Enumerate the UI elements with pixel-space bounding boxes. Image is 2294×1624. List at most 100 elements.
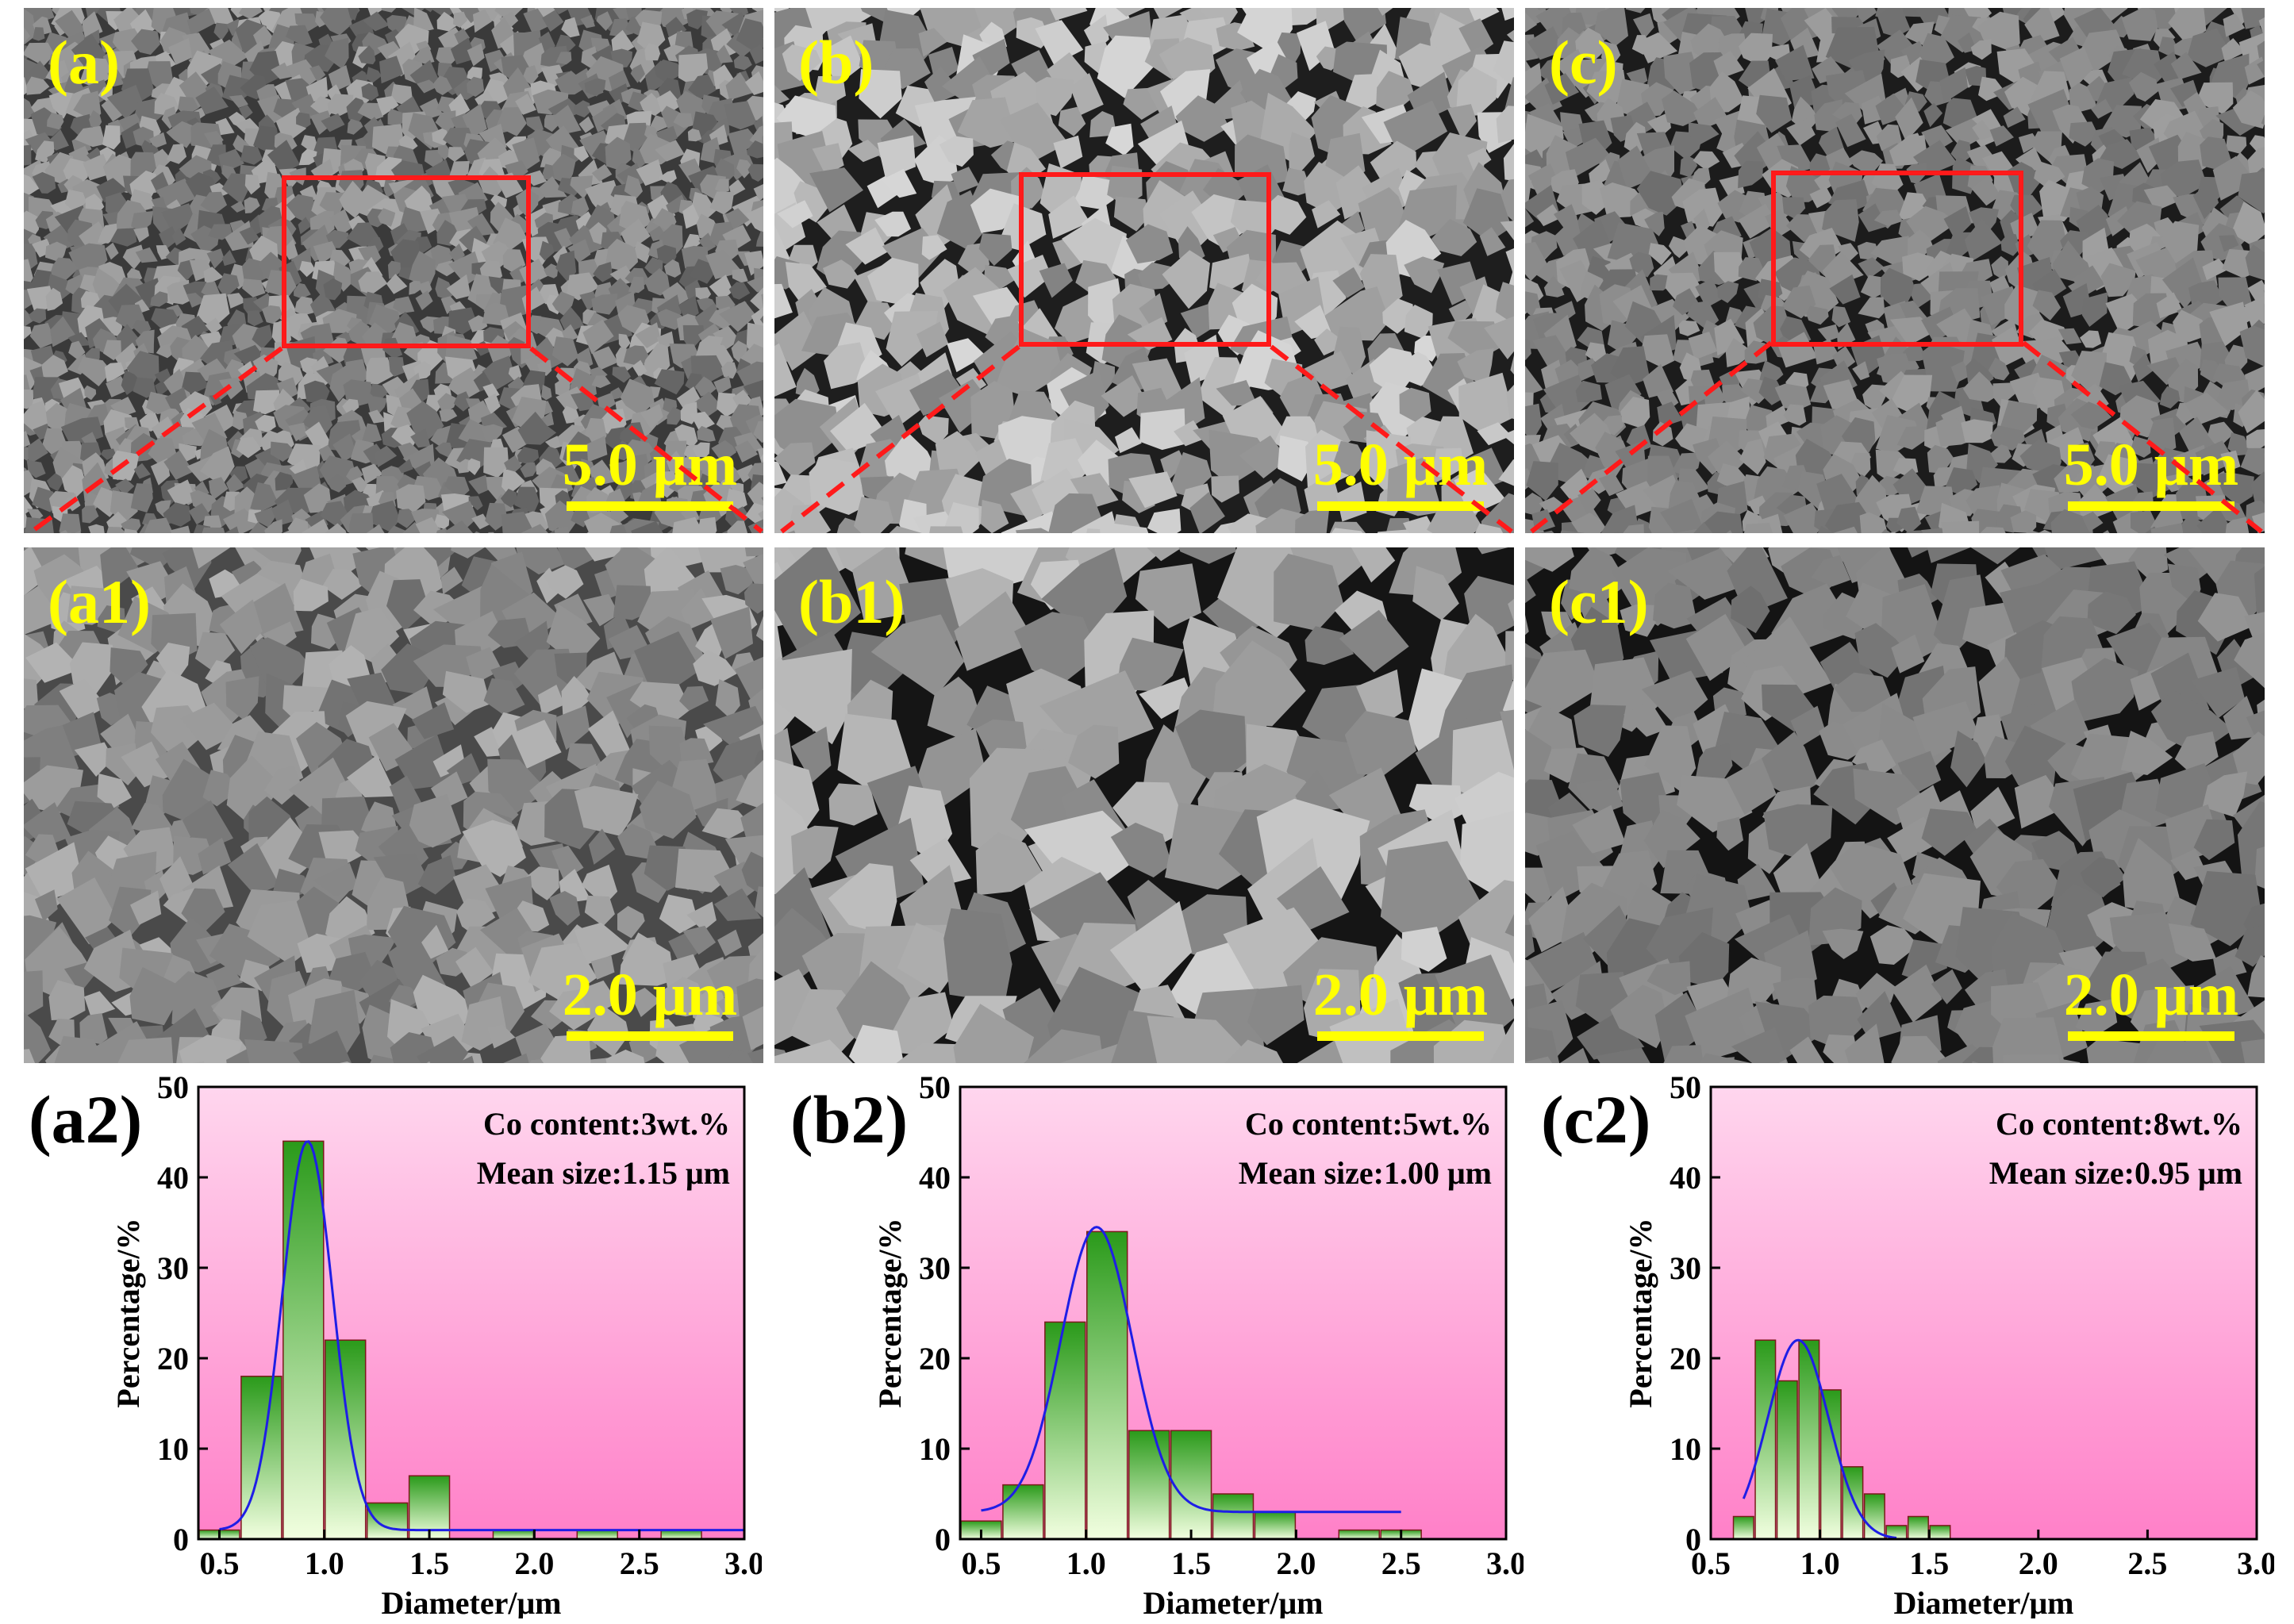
y-tick-label: 20 — [919, 1341, 951, 1376]
bar — [576, 1529, 618, 1540]
annotation: Co content:3wt.% — [483, 1106, 730, 1142]
scale-bar-c: 5.0 μm — [2060, 435, 2242, 511]
histogram-a2: 0 10 20 30 40 50 0.5 1.0 1.5 2.0 2.5 3.0 Diameter/μm… — [95, 1069, 764, 1621]
bar — [408, 1475, 451, 1540]
annotation: Mean size:0.95 μm — [1989, 1155, 2242, 1191]
bar — [1002, 1484, 1044, 1540]
x-tick-label: 2.5 — [2127, 1545, 2167, 1581]
scale-label-b: 5.0 μm — [1312, 432, 1489, 498]
bar — [1907, 1515, 1929, 1540]
plot-frame — [1709, 1085, 2258, 1541]
bar — [1819, 1389, 1842, 1540]
y-tick-label: 0 — [173, 1522, 189, 1557]
bar — [1086, 1230, 1128, 1540]
y-tick-label: 10 — [919, 1431, 951, 1467]
x-tick-label: 1.5 — [1171, 1545, 1211, 1581]
chart-label-a2: (a2) — [29, 1081, 143, 1158]
bar — [1338, 1529, 1380, 1540]
scale-line-b1 — [1317, 1031, 1484, 1041]
panel-label-a: (a) — [48, 28, 120, 97]
y-tick-label: 50 — [157, 1071, 189, 1105]
y-axis-label: Percentage/% — [1623, 1218, 1658, 1407]
x-tick-label: 1.0 — [1066, 1545, 1106, 1581]
bar — [325, 1339, 367, 1540]
x-tick-label: 1.5 — [1909, 1545, 1949, 1581]
bar — [1754, 1339, 1777, 1540]
bar — [660, 1529, 702, 1540]
x-tick-label: 0.5 — [1691, 1545, 1731, 1581]
y-tick-label: 30 — [157, 1250, 189, 1286]
chart-label-b2: (b2) — [790, 1081, 909, 1158]
micrograph-a: (a) 5.0 μm — [24, 8, 763, 533]
bar — [1212, 1493, 1255, 1540]
micrograph-b: (b) 5.0 μm — [774, 8, 1514, 533]
bar — [282, 1140, 325, 1540]
scale-bar-a1: 2.0 μm — [559, 965, 741, 1041]
fit-curve — [981, 1226, 1401, 1514]
y-tick-label: 40 — [157, 1160, 189, 1196]
grain-texture-c1 — [1525, 547, 2265, 1063]
panel-label-b: (b) — [798, 28, 874, 97]
annotation: Co content:5wt.% — [1245, 1106, 1492, 1142]
bar — [1732, 1515, 1754, 1540]
annotation: Mean size:1.15 μm — [477, 1155, 730, 1191]
y-tick-label: 20 — [157, 1341, 189, 1376]
micrograph-a1: (a1) 2.0 μm — [24, 547, 763, 1063]
scale-bar-a: 5.0 μm — [559, 435, 741, 511]
histogram-svg-b2: 0 10 20 30 40 50 0.5 1.0 1.5 2.0 2.5 3.0 Diameter/μm… — [872, 1069, 1526, 1621]
y-tick-label: 50 — [919, 1071, 951, 1105]
scale-bar-b1: 2.0 μm — [1309, 965, 1492, 1041]
histogram-b2: 0 10 20 30 40 50 0.5 1.0 1.5 2.0 2.5 3.0 Diameter/μm… — [857, 1069, 1526, 1621]
y-tick-label: 50 — [1670, 1071, 1701, 1105]
bar — [1929, 1525, 1951, 1540]
x-tick-label: 3.0 — [724, 1545, 762, 1581]
scale-label-c1: 2.0 μm — [2063, 962, 2239, 1028]
scale-bar-c1: 2.0 μm — [2060, 965, 2242, 1041]
panel-label-a1: (a1) — [48, 567, 151, 636]
y-tick-label: 10 — [157, 1431, 189, 1467]
bar — [366, 1502, 409, 1540]
scale-line-c — [2068, 501, 2234, 511]
panel-label-b1: (b1) — [798, 567, 905, 636]
x-axis-label: Diameter/μm — [1143, 1585, 1323, 1618]
x-tick-label: 3.0 — [1486, 1545, 1524, 1581]
bar — [1254, 1511, 1297, 1540]
micrograph-c: (c) 5.0 μm — [1525, 8, 2265, 533]
fit-curve — [1742, 1338, 1897, 1540]
plot-frame — [197, 1085, 746, 1541]
histogram-svg-c2: 0 10 20 30 40 50 0.5 1.0 1.5 2.0 2.5 3.0 Diameter/μm… — [1623, 1069, 2277, 1621]
y-tick-label: 40 — [919, 1160, 951, 1196]
plot-frame — [959, 1085, 1508, 1541]
y-tick-label: 40 — [1670, 1160, 1701, 1196]
y-axis-label: Percentage/% — [872, 1218, 908, 1407]
x-tick-label: 0.5 — [199, 1545, 239, 1581]
grain-texture-b1 — [774, 547, 1514, 1063]
x-tick-label: 2.0 — [1276, 1545, 1316, 1581]
histogram-svg-a2: 0 10 20 30 40 50 0.5 1.0 1.5 2.0 2.5 3.0 Diameter/μm… — [110, 1069, 764, 1621]
bar — [1128, 1430, 1170, 1540]
y-tick-label: 10 — [1670, 1431, 1701, 1467]
scale-bar-b: 5.0 μm — [1309, 435, 1492, 511]
grain-texture-a1 — [24, 547, 763, 1063]
bar — [1044, 1321, 1086, 1540]
roi-box-a — [282, 175, 531, 348]
annotation: Mean size:1.00 μm — [1239, 1155, 1492, 1191]
scale-line-a — [567, 501, 733, 511]
panel-label-c: (c) — [1549, 28, 1618, 97]
x-tick-label: 3.0 — [2237, 1545, 2274, 1581]
y-axis-label: Percentage/% — [110, 1218, 146, 1407]
scale-label-c: 5.0 μm — [2063, 432, 2239, 498]
bar — [492, 1529, 535, 1540]
x-tick-label: 1.0 — [305, 1545, 344, 1581]
x-tick-label: 2.0 — [514, 1545, 554, 1581]
x-tick-label: 0.5 — [961, 1545, 1001, 1581]
y-tick-label: 20 — [1670, 1341, 1701, 1376]
bar — [1170, 1430, 1212, 1540]
chart-label-c2: (c2) — [1541, 1081, 1651, 1158]
micrograph-b1: (b1) 2.0 μm — [774, 547, 1514, 1063]
x-axis-label: Diameter/μm — [381, 1585, 561, 1618]
panel-label-c1: (c1) — [1549, 567, 1649, 636]
scale-label-a1: 2.0 μm — [562, 962, 738, 1028]
fit-curve — [219, 1140, 744, 1532]
bar — [1776, 1380, 1798, 1540]
